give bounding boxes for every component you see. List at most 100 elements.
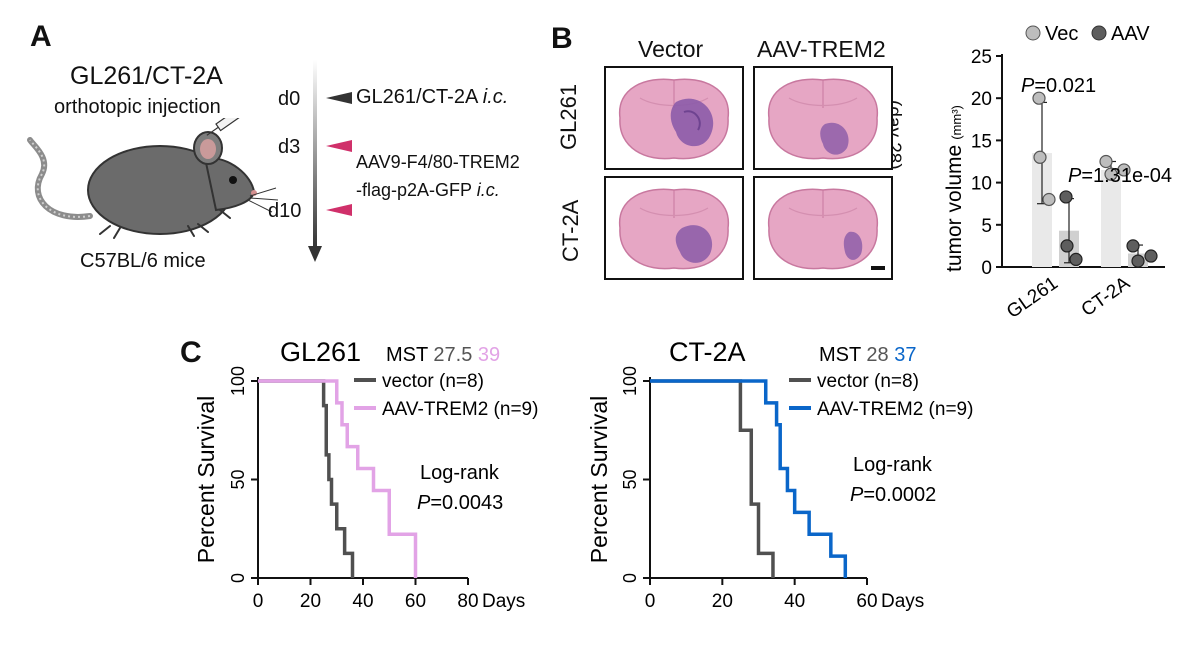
km-curve-0 bbox=[650, 379, 775, 578]
timeline-day-10: d10 bbox=[268, 200, 302, 222]
timeline-day-3: d3 bbox=[278, 136, 301, 158]
data-point bbox=[1126, 239, 1140, 253]
p-value: =0.021 bbox=[1034, 75, 1096, 97]
p-annotation-gl261: P=0.021 bbox=[1021, 75, 1096, 97]
mst-trem2: 39 bbox=[478, 344, 500, 366]
panel-letter-b: B bbox=[551, 22, 573, 55]
data-point bbox=[1032, 91, 1046, 105]
legend-aav-label: AAV bbox=[1111, 23, 1150, 45]
km-y-axis-label: Percent Survival bbox=[586, 396, 612, 563]
legend-vec-marker bbox=[1025, 25, 1041, 41]
data-point bbox=[1033, 150, 1047, 164]
data-point bbox=[1069, 252, 1083, 267]
km-x-tick-label: 40 bbox=[352, 591, 373, 612]
timeline-arrow bbox=[308, 60, 322, 262]
km-x-axis-label: Days bbox=[881, 591, 924, 612]
km-chart-ct2a: CT-2A MST 28 37 0 50 100 0 20 40 60 Days Percent S… bbox=[586, 337, 973, 612]
y-tick-label: 5 bbox=[981, 216, 992, 237]
km-x-axis-label: Days bbox=[482, 591, 525, 612]
km-y-tick-label: 0 bbox=[620, 573, 640, 583]
km-title: CT-2A bbox=[669, 337, 746, 367]
km-x-tick-label: 60 bbox=[405, 591, 426, 612]
km-stat-p: P=0.0002 bbox=[850, 484, 936, 506]
km-legend-label-0: vector (n=8) bbox=[817, 371, 919, 392]
tumor-volume-chart: Vec AAV 0 5 10 15 20 25 tumor volume(mm³) GL261 CT… bbox=[943, 23, 1172, 323]
p-symbol: P bbox=[1021, 75, 1035, 97]
p-value: =1.31e-04 bbox=[1081, 165, 1172, 187]
km-curve-1 bbox=[258, 379, 418, 578]
km-mst: MST 27.5 39 bbox=[386, 344, 500, 366]
y-axis-label: tumor volume(mm³) bbox=[943, 105, 966, 272]
brain-section-gl261-vector bbox=[604, 66, 744, 170]
panel-letter-a: A bbox=[30, 20, 52, 53]
row-label-gl261: GL261 bbox=[556, 83, 581, 150]
km-y-tick-label: 100 bbox=[620, 366, 640, 396]
panel-a-title-line2: orthotopic injection bbox=[54, 96, 221, 118]
brain-section-ct2a-aav bbox=[753, 176, 893, 280]
timeline-event-d3-line1: AAV9-F4/80-TREM2 bbox=[356, 152, 520, 172]
km-stat-test: Log-rank bbox=[420, 462, 500, 484]
x-tick-label-1: CT-2A bbox=[1078, 273, 1134, 321]
km-curve-1 bbox=[650, 379, 848, 578]
data-point bbox=[1042, 192, 1056, 207]
data-point bbox=[1144, 249, 1158, 263]
timeline-event-d0-route: i.c. bbox=[482, 86, 509, 108]
km-legend-label-1: AAV-TREM2 (n=9) bbox=[382, 399, 538, 420]
timeline-event-d3-route: i.c. bbox=[476, 180, 500, 200]
timeline-marker-d3 bbox=[326, 140, 352, 152]
timeline-event-d3-line2: -flag-p2A-GFP i.c. bbox=[356, 180, 500, 201]
timeline-event-d0: GL261/CT-2A i.c. bbox=[356, 86, 508, 109]
km-mst: MST 28 37 bbox=[819, 344, 916, 366]
mst-vector: 27.5 bbox=[433, 344, 477, 366]
y-tick-label: 20 bbox=[971, 89, 992, 110]
row-label-ct2a: CT-2A bbox=[558, 199, 583, 262]
x-tick-label-0: GL261 bbox=[1003, 273, 1062, 323]
km-y-tick-label: 100 bbox=[228, 366, 248, 396]
brain-section-ct2a-vector bbox=[604, 176, 744, 280]
km-chart-gl261: GL261 MST 27.5 39 0 50 100 0 20 40 60 80 Days Perce… bbox=[193, 337, 538, 612]
mouse-illustration bbox=[27, 118, 279, 239]
km-x-tick-label: 40 bbox=[784, 591, 805, 612]
p-symbol: P bbox=[850, 484, 864, 506]
legend-vec-label: Vec bbox=[1045, 23, 1078, 45]
data-point bbox=[1131, 254, 1145, 268]
brain-section-gl261-aav bbox=[753, 66, 893, 170]
data-point bbox=[1060, 239, 1074, 253]
p-value: =0.0002 bbox=[863, 484, 936, 506]
km-stat-p: P=0.0043 bbox=[417, 492, 503, 514]
data-point bbox=[1117, 163, 1131, 177]
panel-letter-c: C bbox=[180, 336, 202, 369]
km-legend-label-1: AAV-TREM2 (n=9) bbox=[817, 399, 973, 420]
km-legend-label-0: vector (n=8) bbox=[382, 371, 484, 392]
p-symbol: P bbox=[417, 492, 431, 514]
km-y-axis-label: Percent Survival bbox=[193, 396, 219, 563]
mouse-strain-label: C57BL/6 mice bbox=[80, 250, 206, 272]
y-tick-label: 0 bbox=[981, 258, 992, 279]
timeline-marker-d0 bbox=[326, 92, 352, 104]
col-header-aav-trem2: AAV-TREM2 bbox=[757, 36, 886, 62]
legend-aav-marker bbox=[1091, 25, 1107, 41]
km-curve-0 bbox=[258, 379, 355, 578]
km-x-tick-label: 20 bbox=[300, 591, 321, 612]
p-value: =0.0043 bbox=[430, 492, 503, 514]
km-x-tick-label: 0 bbox=[645, 591, 656, 612]
p-annotation-ct2a: P=1.31e-04 bbox=[1068, 165, 1172, 187]
mst-trem2: 37 bbox=[894, 344, 916, 366]
km-y-tick-label: 50 bbox=[620, 469, 640, 489]
km-x-tick-label: 0 bbox=[253, 591, 264, 612]
km-x-tick-label: 80 bbox=[457, 591, 478, 612]
km-y-tick-label: 50 bbox=[228, 469, 248, 489]
timeline-day-0: d0 bbox=[278, 88, 301, 110]
timeline-marker-d10 bbox=[326, 204, 352, 216]
y-axis-unit: (mm³) bbox=[949, 105, 964, 140]
bar-vec-0 bbox=[1032, 153, 1052, 267]
bar-vec-1 bbox=[1101, 169, 1121, 267]
mst-vector: 28 bbox=[866, 344, 894, 366]
y-tick-label: 15 bbox=[971, 131, 992, 152]
timeline-event-d3-line2-text: -flag-p2A-GFP bbox=[356, 180, 472, 200]
data-point bbox=[1099, 154, 1113, 169]
data-point bbox=[1104, 167, 1118, 181]
y-tick-label: 10 bbox=[971, 174, 992, 195]
km-stat-test: Log-rank bbox=[853, 454, 933, 476]
km-title: GL261 bbox=[280, 337, 361, 367]
